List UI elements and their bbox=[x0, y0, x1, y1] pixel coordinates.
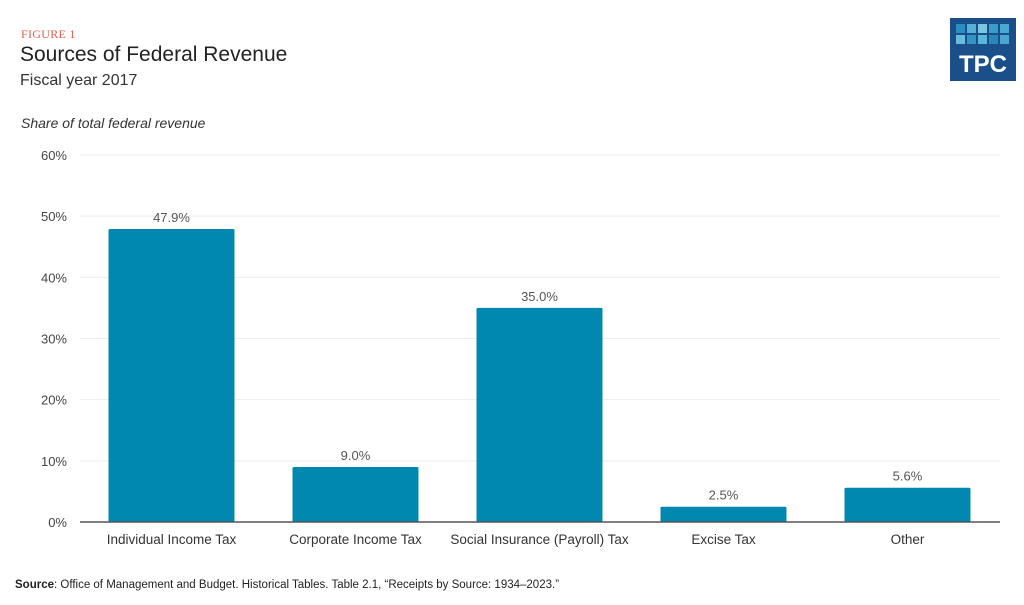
x-tick-label: Individual Income Tax bbox=[107, 532, 237, 547]
bar bbox=[660, 506, 787, 522]
y-axis-ticks: 0% 10% 20% 30% 40% 50% 60% bbox=[41, 148, 67, 530]
x-tick-label: Other bbox=[891, 532, 925, 547]
x-tick-label: Excise Tax bbox=[691, 532, 756, 547]
data-labels: 47.9% 9.0% 35.0% 2.5% 5.6% bbox=[153, 210, 923, 503]
figure-label: FIGURE 1 bbox=[21, 27, 76, 41]
y-axis-caption: Share of total federal revenue bbox=[21, 115, 206, 131]
logo-square bbox=[978, 35, 987, 44]
logo-text: TPC bbox=[959, 51, 1007, 78]
data-label: 47.9% bbox=[153, 210, 190, 225]
logo-square bbox=[978, 24, 987, 33]
logo-square bbox=[956, 35, 965, 44]
y-tick-label: 20% bbox=[41, 393, 67, 408]
x-axis-labels: Individual Income Tax Corporate Income Ta… bbox=[107, 532, 925, 547]
logo-square bbox=[1000, 24, 1009, 33]
logo-square bbox=[956, 24, 965, 33]
logo-square bbox=[989, 35, 998, 44]
source-note: Source: Office of Management and Budget.… bbox=[15, 579, 559, 591]
logo-square bbox=[989, 24, 998, 33]
data-label: 5.6% bbox=[893, 469, 923, 484]
bar bbox=[292, 466, 419, 522]
y-tick-label: 40% bbox=[41, 270, 67, 285]
logo-square bbox=[967, 35, 976, 44]
bar bbox=[108, 229, 235, 523]
data-label: 35.0% bbox=[521, 289, 558, 304]
logo-square bbox=[1000, 35, 1009, 44]
data-label: 2.5% bbox=[709, 488, 739, 503]
chart-subtitle: Fiscal year 2017 bbox=[20, 72, 138, 89]
bar bbox=[844, 487, 971, 522]
chart-title: Sources of Federal Revenue bbox=[20, 43, 288, 66]
bar bbox=[476, 307, 603, 522]
y-tick-label: 30% bbox=[41, 332, 67, 347]
x-tick-label: Corporate Income Tax bbox=[289, 532, 422, 547]
source-label: Source bbox=[15, 579, 54, 591]
y-tick-label: 60% bbox=[41, 148, 67, 163]
y-tick-label: 0% bbox=[48, 515, 67, 530]
bars bbox=[108, 229, 971, 523]
data-label: 9.0% bbox=[341, 448, 371, 463]
logo-square bbox=[967, 24, 976, 33]
y-tick-label: 50% bbox=[41, 209, 67, 224]
x-tick-label: Social Insurance (Payroll) Tax bbox=[450, 532, 629, 547]
source-text: : Office of Management and Budget. Histo… bbox=[54, 579, 560, 591]
y-tick-label: 10% bbox=[41, 454, 67, 469]
tpc-logo: TPC bbox=[950, 18, 1016, 81]
